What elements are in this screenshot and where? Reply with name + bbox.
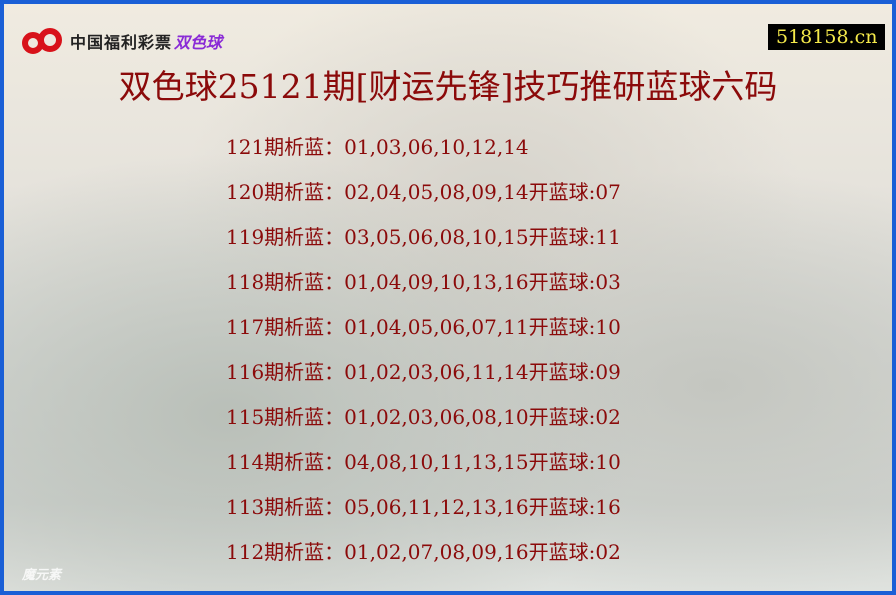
prediction-text: 117期析蓝：01,04,05,06,07,11 <box>226 315 529 339</box>
site-badge: 518158.cn <box>768 24 886 50</box>
logo-game-text: 双色球 <box>174 33 223 52</box>
draw-result: 开蓝球:02 <box>528 405 621 429</box>
page-title: 双色球25121期[财运先锋]技巧推研蓝球六码 <box>118 67 778 106</box>
lottery-logo-icon <box>22 26 66 56</box>
draw-result: 开蓝球:02 <box>528 540 621 564</box>
list-item: 119期析蓝：03,05,06,08,10,15开蓝球:11 <box>226 222 621 267</box>
prediction-text: 113期析蓝：05,06,11,12,13,16 <box>226 495 529 519</box>
logo-org-text: 中国福利彩票 <box>70 33 173 52</box>
draw-result: 开蓝球:11 <box>528 225 621 249</box>
draw-result: 开蓝球:10 <box>528 450 621 474</box>
draw-result: 开蓝球:10 <box>528 315 621 339</box>
prediction-text: 121期析蓝：01,03,06,10,12,14 <box>226 135 529 159</box>
list-item: 114期析蓝：04,08,10,11,13,15开蓝球:10 <box>226 447 621 492</box>
draw-result: 开蓝球:09 <box>528 360 621 384</box>
prediction-list: 121期析蓝：01,03,06,10,12,14 120期析蓝：02,04,05… <box>226 132 621 582</box>
prediction-text: 116期析蓝：01,02,03,06,11,14 <box>226 360 529 384</box>
welfare-lottery-logo: 中国福利彩票 双色球 <box>22 26 222 56</box>
list-item: 120期析蓝：02,04,05,08,09,14开蓝球:07 <box>226 177 621 222</box>
draw-result: 开蓝球:07 <box>528 180 621 204</box>
list-item: 117期析蓝：01,04,05,06,07,11开蓝球:10 <box>226 312 621 357</box>
prediction-text: 119期析蓝：03,05,06,08,10,15 <box>226 225 529 249</box>
prediction-text: 114期析蓝：04,08,10,11,13,15 <box>226 450 529 474</box>
list-item: 116期析蓝：01,02,03,06,11,14开蓝球:09 <box>226 357 621 402</box>
draw-result: 开蓝球:03 <box>528 270 621 294</box>
list-item: 112期析蓝：01,02,07,08,09,16开蓝球:02 <box>226 537 621 582</box>
prediction-text: 112期析蓝：01,02,07,08,09,16 <box>226 540 529 564</box>
prediction-text: 115期析蓝：01,02,03,06,08,10 <box>226 405 529 429</box>
list-item: 121期析蓝：01,03,06,10,12,14 <box>226 132 621 177</box>
list-item: 118期析蓝：01,04,09,10,13,16开蓝球:03 <box>226 267 621 312</box>
prediction-text: 118期析蓝：01,04,09,10,13,16 <box>226 270 529 294</box>
prediction-text: 120期析蓝：02,04,05,08,09,14 <box>226 180 529 204</box>
draw-result: 开蓝球:16 <box>528 495 621 519</box>
watermark: 魔元素 <box>22 568 62 583</box>
list-item: 115期析蓝：01,02,03,06,08,10开蓝球:02 <box>226 402 621 447</box>
list-item: 113期析蓝：05,06,11,12,13,16开蓝球:16 <box>226 492 621 537</box>
